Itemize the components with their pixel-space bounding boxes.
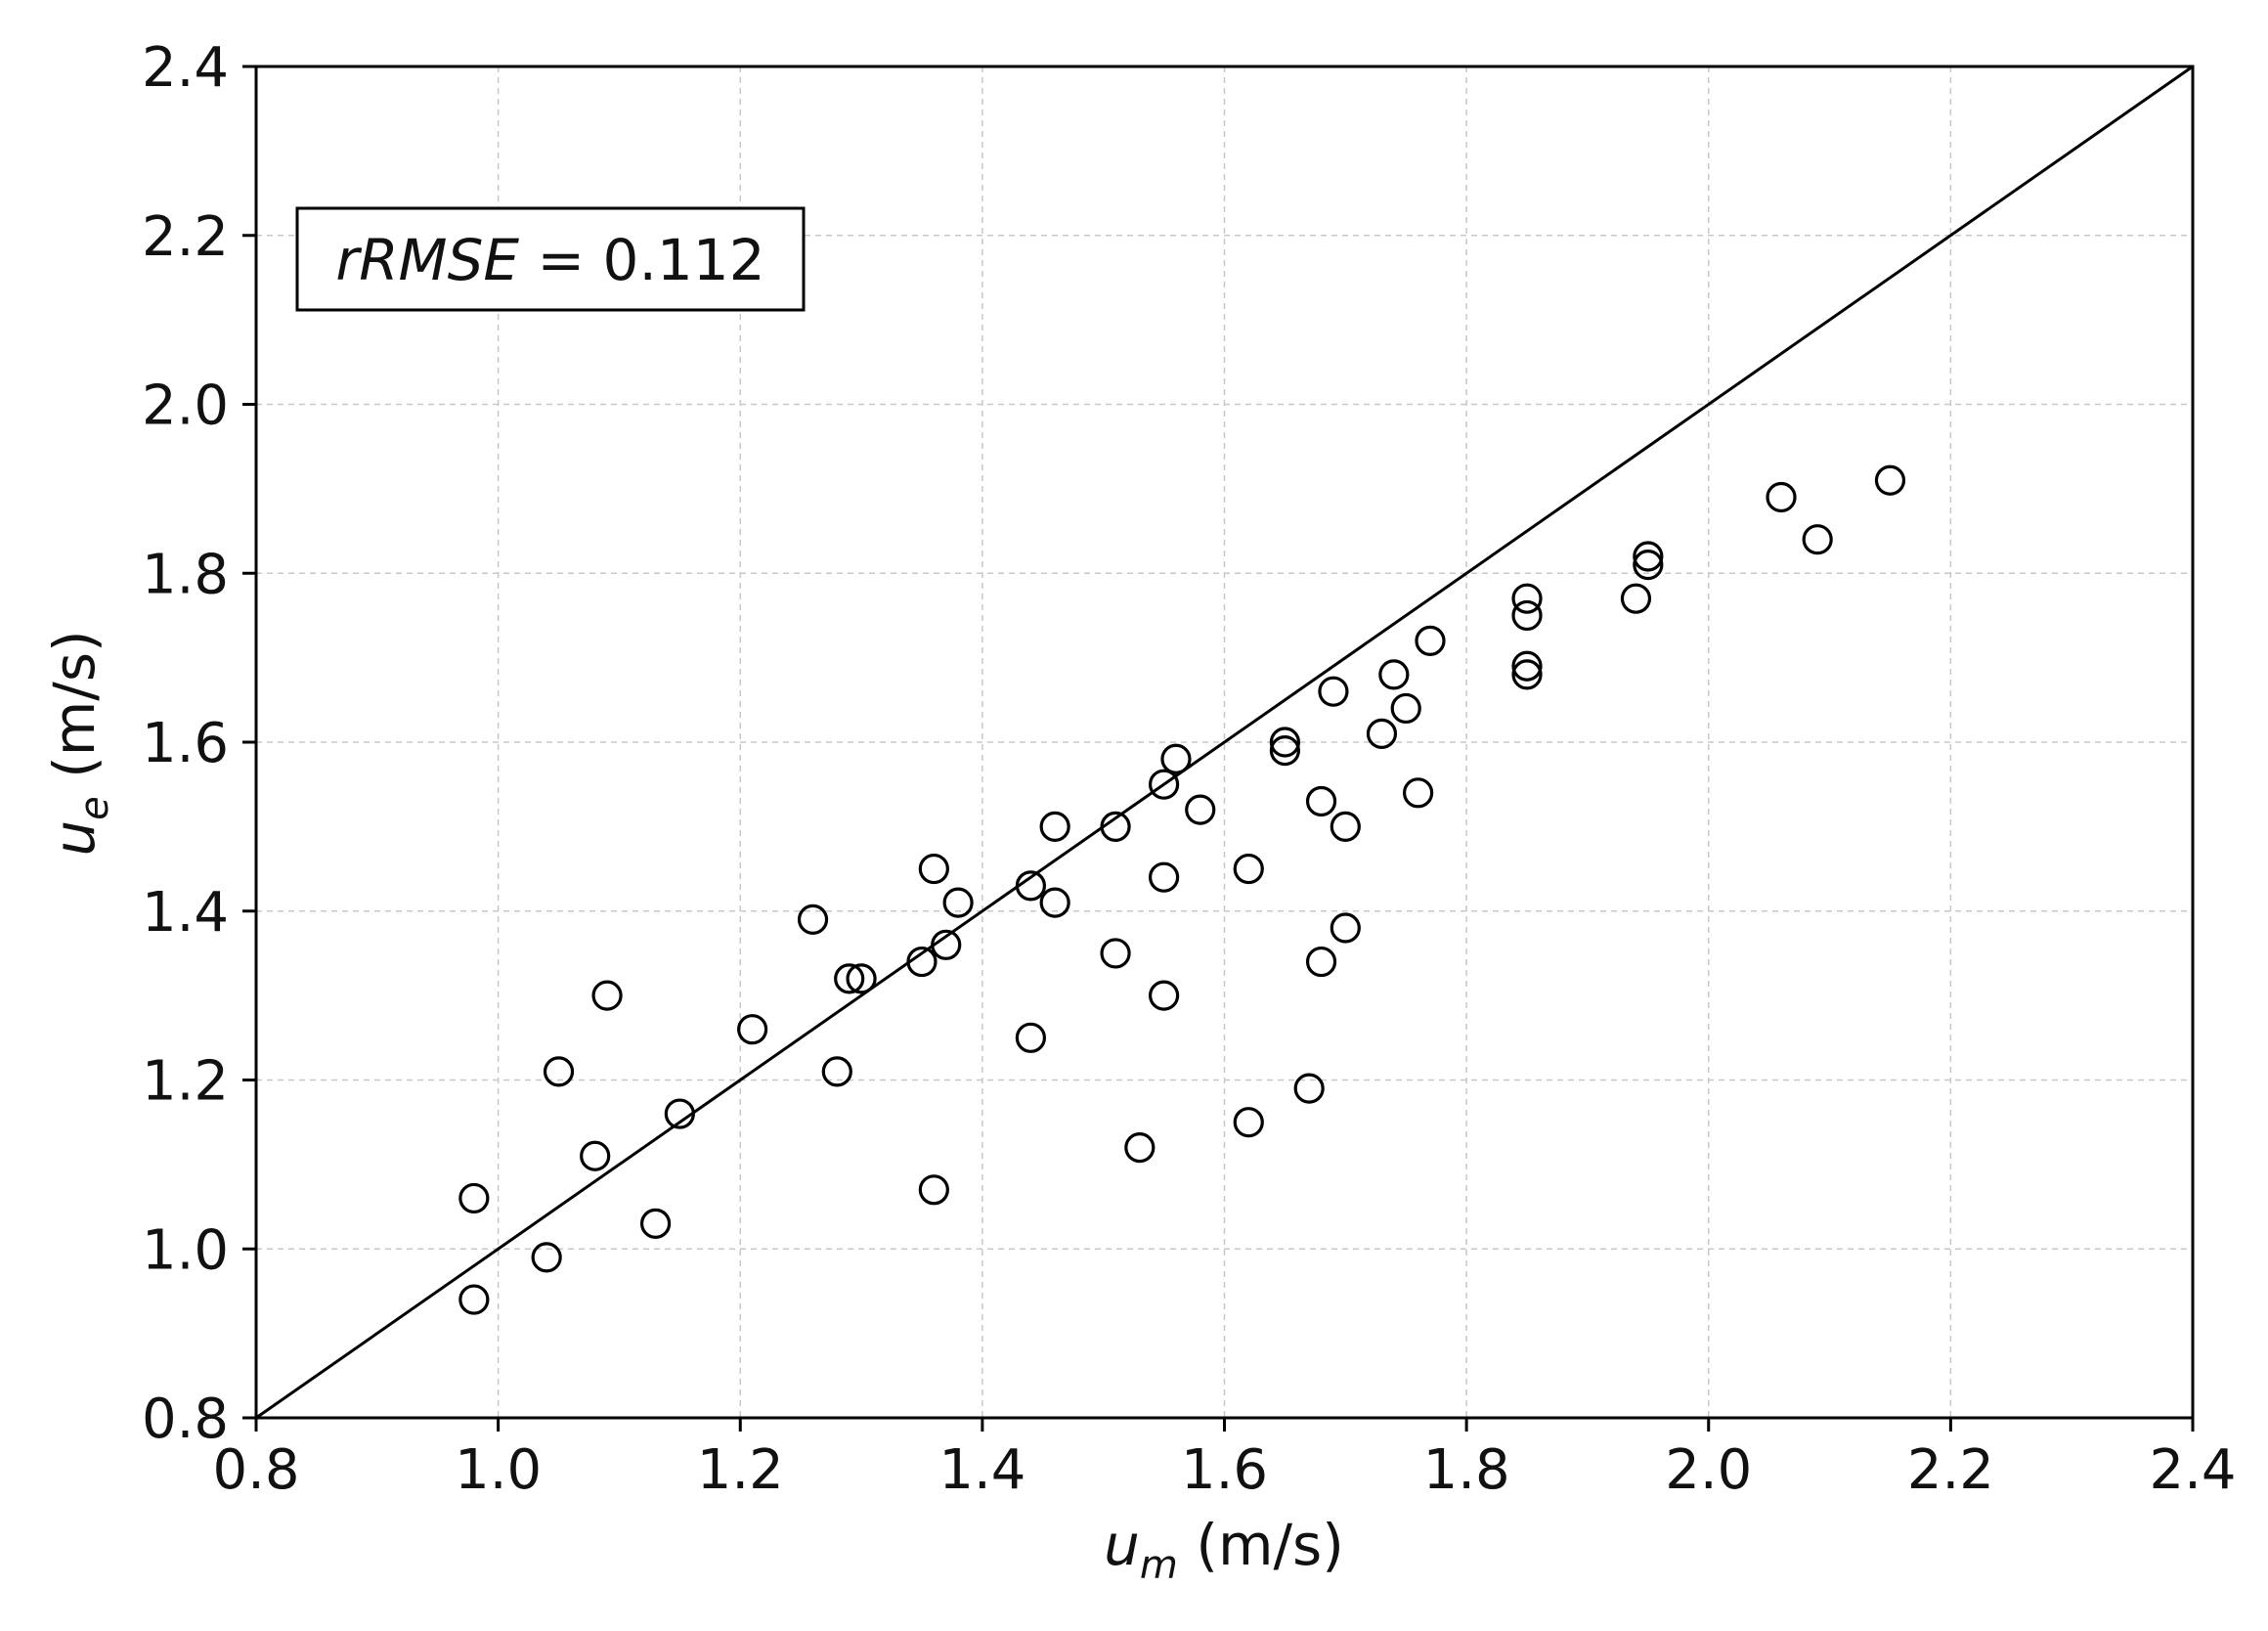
data-point — [1015, 1022, 1047, 1053]
data-point — [1330, 811, 1361, 842]
data-point — [1269, 735, 1301, 767]
data-point — [1402, 777, 1434, 809]
data-point — [531, 1242, 562, 1273]
data-point — [821, 1056, 852, 1087]
data-point — [1039, 811, 1070, 842]
x-tick-label: 1.4 — [938, 1438, 1025, 1502]
data-point — [1100, 811, 1131, 842]
data-point — [543, 1056, 575, 1087]
data-point — [1415, 625, 1446, 656]
x-tick-label: 1.6 — [1181, 1438, 1268, 1502]
x-tick-label: 1.0 — [455, 1438, 542, 1502]
x-tick-label: 2.0 — [1665, 1438, 1752, 1502]
y-tick-label: 1.8 — [142, 543, 229, 606]
y-tick-label: 0.8 — [142, 1388, 229, 1451]
data-point — [846, 963, 877, 994]
y-tick-label: 1.0 — [142, 1218, 229, 1282]
annotation-text: rRMSE = 0.112 — [335, 227, 764, 293]
x-tick-label: 2.2 — [1907, 1438, 1994, 1502]
data-point — [458, 1284, 490, 1315]
data-point — [1633, 550, 1664, 581]
data-point — [931, 929, 962, 960]
data-point — [1511, 599, 1543, 632]
data-point — [1039, 887, 1070, 918]
data-point — [1511, 659, 1543, 690]
data-point — [1802, 524, 1833, 555]
data-point — [1160, 743, 1192, 774]
x-tick-label: 0.8 — [212, 1438, 299, 1502]
data-point — [1366, 718, 1398, 749]
y-tick-label: 1.4 — [142, 881, 229, 945]
data-point — [1100, 938, 1131, 969]
data-point — [1318, 676, 1349, 707]
data-point — [580, 1140, 611, 1171]
y-axis-label: ue (m/s) — [41, 630, 117, 856]
data-point — [664, 1098, 695, 1129]
annotation-box — [295, 206, 806, 312]
data-point — [1124, 1131, 1156, 1164]
data-point — [1185, 794, 1216, 825]
data-point — [1511, 583, 1543, 614]
data-point — [737, 1014, 768, 1045]
data-point — [1233, 853, 1264, 885]
data-point — [591, 980, 623, 1011]
data-point — [1633, 541, 1664, 572]
data-point — [458, 1182, 490, 1214]
data-point — [1766, 481, 1797, 513]
data-point — [1269, 727, 1301, 758]
data-point — [906, 946, 938, 978]
data-point — [1390, 692, 1421, 725]
rrmse-annotation: rRMSE = 0.112 — [295, 206, 806, 312]
data-point — [1305, 785, 1337, 817]
data-point — [1015, 870, 1047, 902]
data-point — [1378, 659, 1410, 690]
data-point — [1330, 912, 1361, 944]
data-point — [639, 1208, 672, 1239]
y-tick-label: 2.4 — [142, 36, 229, 100]
x-axis-ticks: 0.8 1.0 1.2 1.4 1.6 1.8 2.0 2.2 2.4 — [212, 1418, 2237, 1502]
identity-line — [255, 65, 2194, 1420]
y-tick-label: 1.6 — [142, 712, 229, 775]
data-point — [918, 853, 949, 885]
data-point — [1874, 464, 1906, 496]
data-point — [942, 887, 974, 918]
x-axis-label: um (m/s) — [1104, 1512, 1344, 1588]
data-point — [1620, 583, 1652, 614]
y-axis-ticks: 0.8 1.0 1.2 1.4 1.6 1.8 2.0 2.2 2.4 — [142, 36, 256, 1451]
data-points — [458, 464, 1906, 1315]
x-tick-label: 1.2 — [697, 1438, 784, 1502]
y-tick-label: 1.2 — [142, 1050, 229, 1114]
y-tick-label: 2.0 — [142, 375, 229, 438]
data-point — [1148, 861, 1180, 893]
data-point — [1148, 769, 1180, 800]
data-point — [1148, 980, 1180, 1011]
x-tick-label: 1.8 — [1423, 1438, 1510, 1502]
data-point — [1305, 946, 1337, 978]
data-point — [834, 963, 865, 994]
data-point — [797, 904, 829, 935]
data-point — [1511, 650, 1543, 682]
data-point — [1293, 1073, 1325, 1104]
data-point — [1233, 1107, 1264, 1138]
data-point — [918, 1174, 949, 1206]
x-tick-label: 2.4 — [2149, 1438, 2236, 1502]
y-tick-label: 2.2 — [142, 205, 229, 269]
